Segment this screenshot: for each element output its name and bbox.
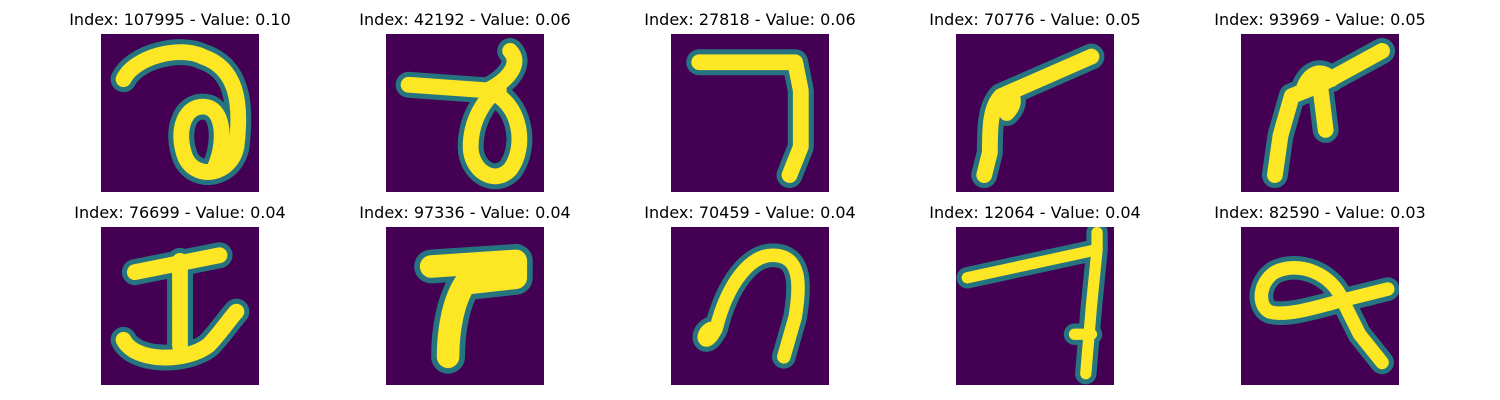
panel-title: Index: 70776 - Value: 0.05	[929, 10, 1141, 29]
digit-image	[671, 34, 829, 192]
panel-title: Index: 93969 - Value: 0.05	[1214, 10, 1426, 29]
panel-title: Index: 27818 - Value: 0.06	[644, 10, 856, 29]
digit-image	[956, 34, 1114, 192]
digit-image	[386, 227, 544, 385]
panel-title: Index: 70459 - Value: 0.04	[644, 203, 856, 222]
digit-image	[1241, 227, 1399, 385]
panel-title: Index: 97336 - Value: 0.04	[359, 203, 571, 222]
digit-image	[671, 227, 829, 385]
digit-image	[101, 227, 259, 385]
panel-title: Index: 107995 - Value: 0.10	[69, 10, 291, 29]
digit-image	[956, 227, 1114, 385]
panel-title: Index: 42192 - Value: 0.06	[359, 10, 571, 29]
digit-image	[101, 34, 259, 192]
panel-title: Index: 12064 - Value: 0.04	[929, 203, 1141, 222]
digit-image	[386, 34, 544, 192]
panel-title: Index: 82590 - Value: 0.03	[1214, 203, 1426, 222]
panel-title: Index: 76699 - Value: 0.04	[74, 203, 286, 222]
digit-image	[1241, 34, 1399, 192]
